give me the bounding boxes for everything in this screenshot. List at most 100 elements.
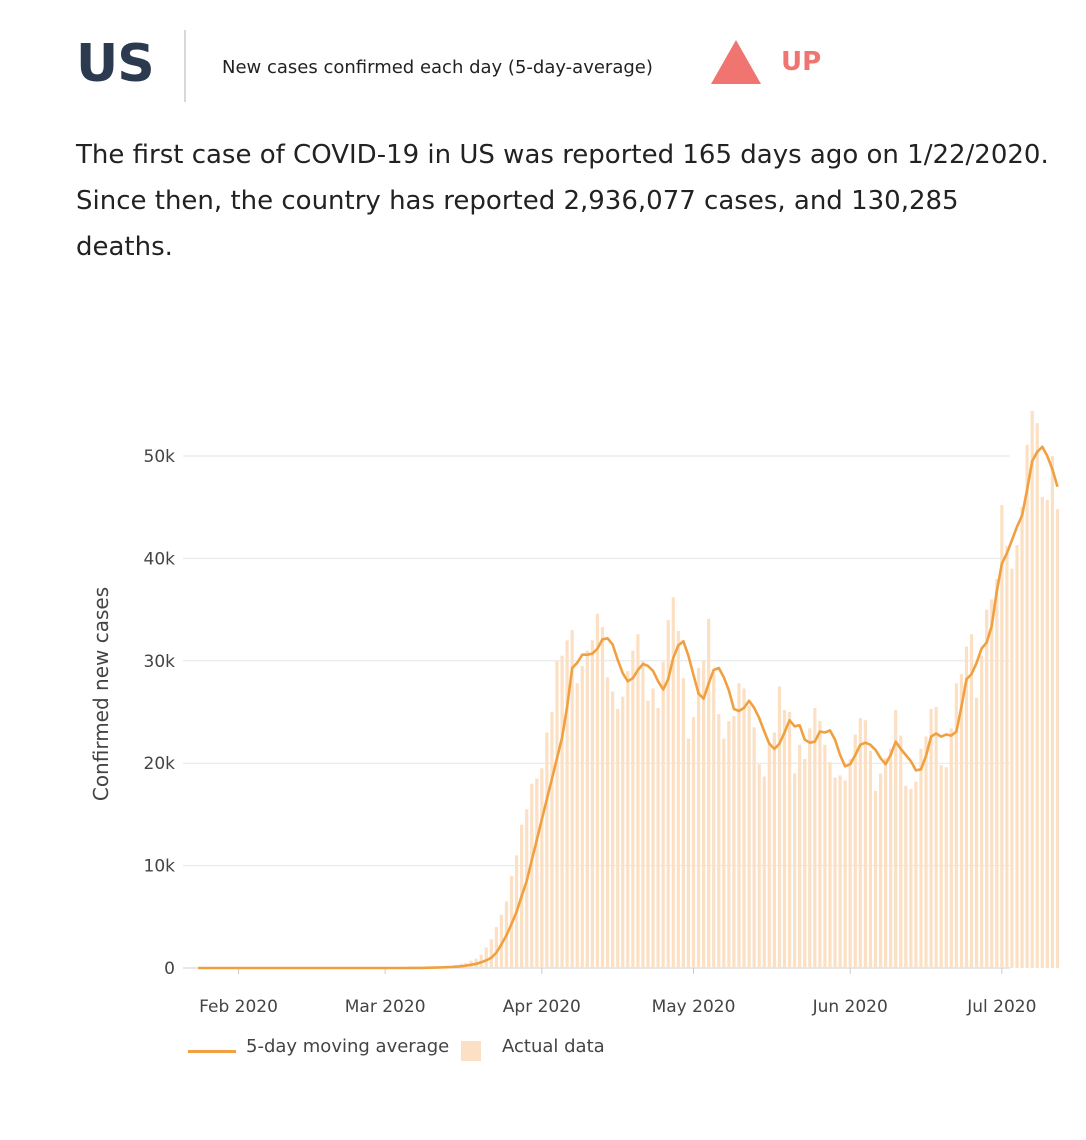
data-bar [600,627,605,968]
y-tick-label: 20k [144,754,176,774]
data-bar [696,667,701,968]
summary-line-1: The first case of COVID-19 in US was rep… [76,140,1049,170]
data-bar [954,683,958,968]
data-bar [590,640,594,968]
x-tick-label: Mar 2020 [345,997,426,1017]
data-bar [499,914,504,968]
data-bar [889,748,893,968]
data-bar [873,790,878,968]
data-bar [621,696,625,968]
y-tick-label: 40k [144,549,176,569]
data-bar [722,738,726,968]
data-bar [995,578,999,968]
data-bar [550,712,554,968]
data-bar [823,744,827,968]
x-tick-label: Jul 2020 [966,997,1036,1017]
data-bar [691,717,696,968]
data-bar [712,672,716,968]
data-bar [848,759,852,968]
data-bar [530,783,534,968]
data-bar [985,609,989,968]
summary-text: The first case of COVID-19 in US was rep… [76,132,1076,270]
data-bar [929,708,933,968]
data-bar [545,732,549,968]
trend-label: UP [781,47,822,77]
data-bar [717,714,721,968]
data-bar [565,640,569,968]
data-bar [833,777,837,968]
data-bar [681,678,685,968]
data-bar [843,780,847,968]
data-bar [757,764,761,968]
data-bar [595,613,600,968]
data-bar [605,677,610,968]
data-bar [1015,545,1019,968]
data-bar [803,759,807,968]
data-bar [1050,456,1055,968]
data-bar [636,634,640,968]
data-bar [772,732,776,968]
data-bar [944,767,948,968]
data-bar [671,597,675,968]
data-bar [990,599,994,968]
y-tick-label: 0 [164,959,175,979]
data-bar [939,765,943,968]
data-bar [651,688,655,968]
data-bar [959,674,964,968]
data-bar [752,727,756,968]
data-bar [798,744,802,968]
data-bar [1030,410,1034,969]
triangle-up-icon [711,40,761,84]
data-bar [489,939,493,968]
data-bar [808,728,812,968]
data-bar [661,661,665,968]
data-bar [1035,423,1039,968]
data-bar [818,721,822,968]
data-bar [616,708,620,968]
data-bar [904,785,908,968]
data-bar [575,683,579,968]
data-bar [626,671,630,968]
data-bar [878,773,883,968]
data-bar [570,630,574,968]
data-bar [1040,496,1044,968]
data-bar [762,776,766,968]
data-bar [641,660,645,968]
data-bar [1055,509,1060,968]
data-bar [555,660,559,968]
data-bar [631,650,635,968]
y-tick-label: 10k [144,857,176,877]
data-bar [853,734,857,968]
chart-subtitle: New cases confirmed each day (5-day-aver… [222,57,653,78]
data-bar [707,618,711,968]
y-axis-label: Confirmed new cases [89,587,113,801]
data-bar [742,688,746,968]
y-tick-label: 30k [144,652,176,672]
data-bar [611,691,615,968]
data-bar [828,762,832,968]
legend-bar-swatch [461,1041,481,1061]
data-bar [1000,505,1004,968]
data-bar [767,743,771,968]
cases-chart: 0 10k 20k 30k 40k 50k Feb 2020 Mar 2020 Apr 2020… [89,410,1060,1017]
data-bar [666,619,670,968]
data-bar [969,634,974,968]
data-bar [676,631,680,968]
data-bar [924,736,928,968]
data-bar [535,778,539,968]
legend-line-label: 5-day moving average [246,1036,450,1057]
data-bar [1005,546,1009,968]
data-bar [899,735,903,968]
data-bar [949,728,953,968]
legend-line-swatch [188,1050,236,1053]
data-bar [793,773,797,968]
data-bar [1010,568,1014,968]
data-bar [777,686,782,968]
data-bar [974,697,979,968]
y-tick-label: 50k [144,447,176,467]
data-bar [868,750,873,968]
data-bar [525,809,529,968]
x-tick-label: Jun 2020 [812,997,888,1017]
data-bar [980,655,984,968]
data-bar [919,748,923,968]
